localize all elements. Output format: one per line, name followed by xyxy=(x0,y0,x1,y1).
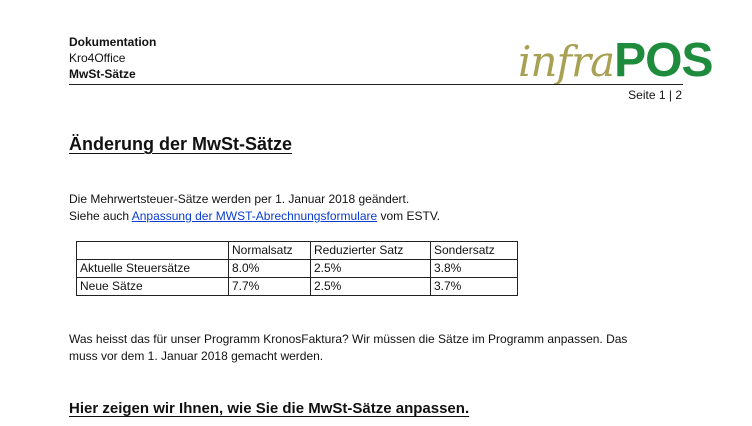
table-cell: 3.7% xyxy=(430,277,518,296)
table-cell: Neue Sätze xyxy=(76,277,229,296)
table-header-cell: Reduzierter Satz xyxy=(310,241,431,260)
table-header-cell: Sondersatz xyxy=(430,241,518,260)
table-cell: 3.8% xyxy=(430,259,518,278)
document-header: Dokumentation Kro4Office MwSt-Sätze xyxy=(69,34,156,82)
logo-infra-text: infra xyxy=(518,37,615,86)
intro-line-2: Siehe auch Anpassung der MWST-Abrechnung… xyxy=(69,208,440,225)
estv-link[interactable]: Anpassung der MWST-Abrechnungsformulare xyxy=(131,209,378,223)
header-doc-type: Dokumentation xyxy=(69,35,157,49)
header-topic: MwSt-Sätze xyxy=(69,67,136,81)
page-number: Seite 1 | 2 xyxy=(628,88,682,102)
vat-rates-table: Normalsatz Reduzierter Satz Sondersatz A… xyxy=(76,241,518,296)
table-header-cell xyxy=(76,241,229,260)
intro-prefix: Siehe auch xyxy=(69,209,132,223)
table-cell: Aktuelle Steuersätze xyxy=(76,259,229,278)
intro-suffix: vom ESTV. xyxy=(377,209,441,223)
header-divider xyxy=(69,84,683,85)
table-row: Aktuelle Steuersätze 8.0% 2.5% 3.8% xyxy=(76,259,518,278)
table-cell: 8.0% xyxy=(228,259,311,278)
table-row: Neue Sätze 7.7% 2.5% 3.7% xyxy=(76,277,518,296)
table-cell: 2.5% xyxy=(310,277,431,296)
intro-line-1: Die Mehrwertsteuer-Sätze werden per 1. J… xyxy=(69,192,410,206)
logo-pos-text: POS xyxy=(614,34,713,87)
header-product: Kro4Office xyxy=(69,51,126,65)
section-heading: Hier zeigen wir Ihnen, wie Sie die MwSt-… xyxy=(69,400,470,417)
body-paragraph: Was heisst das für unser Programm Kronos… xyxy=(69,331,669,365)
table-cell: 2.5% xyxy=(310,259,431,278)
infrapos-logo: infraPOS xyxy=(518,34,714,87)
page-title: Änderung der MwSt-Sätze xyxy=(69,134,293,154)
table-header-row: Normalsatz Reduzierter Satz Sondersatz xyxy=(76,241,518,260)
intro-paragraph: Die Mehrwertsteuer-Sätze werden per 1. J… xyxy=(69,191,440,225)
paragraph-line-1: Was heisst das für unser Programm Kronos… xyxy=(69,332,628,346)
table-header-cell: Normalsatz xyxy=(228,241,311,260)
table-cell: 7.7% xyxy=(228,277,311,296)
paragraph-line-2: muss vor dem 1. Januar 2018 gemacht werd… xyxy=(69,349,324,363)
